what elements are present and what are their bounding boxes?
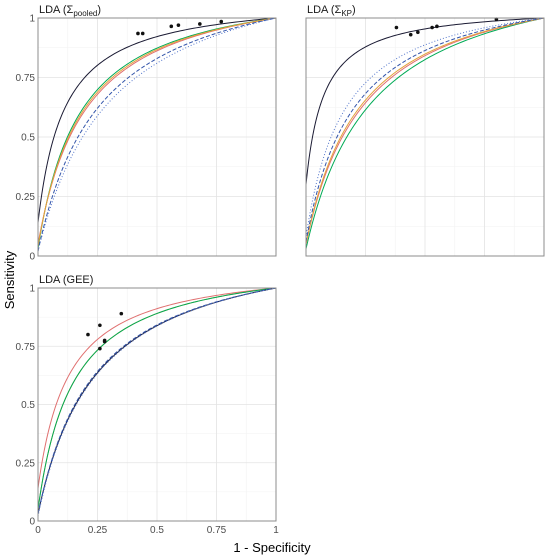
series-line-1 [37,17,277,223]
y-tick-label: 1 [29,284,35,295]
panel-title-end: ) [97,4,101,16]
x-axis-label: 1 - Specificity [233,540,311,555]
cutoff-point-4 [430,25,434,30]
y-tick-label: 0 [29,252,35,263]
cutoff-point-3 [119,311,124,316]
y-tick-label: 0 [29,517,35,528]
series-line-4 [305,17,545,245]
x-tick-label: 0 [35,525,41,536]
series-line-5 [305,17,545,242]
y-tick-label: 0.5 [21,400,35,411]
cutoff-point-3 [176,23,181,27]
cutoff-point-4 [98,346,102,351]
series-line-2 [305,17,545,249]
panel-title-end: ) [352,4,356,16]
panel-frame [37,17,277,257]
panel-1: LDA (Σpooled) 0 0.25 0.5 0.75 1 [16,4,277,263]
panel-title-subscript: KP [341,9,352,18]
y-tick-label: 0.75 [16,73,36,84]
cutoff-point-2 [98,323,102,328]
cutoff-point-2 [169,24,174,29]
series-line-4 [37,17,277,247]
panel-title-main: LDA (Σ [39,4,74,16]
x-tick-label: 0.25 [88,525,108,536]
cutoff-point-1 [136,31,140,36]
panel-3: LDA (GEE) 0 0.25 0.5 0.75 1 0 0.25 0.5 0.75 1 [16,274,280,536]
series-line-1 [305,17,545,185]
y-tick-label: 0.25 [16,458,36,469]
panel-title: LDA (ΣKP) [307,4,356,18]
series-line-6 [305,17,545,238]
series-line-3 [37,287,277,510]
cutoff-point-4 [140,31,145,36]
panel-title-main: LDA (GEE) [39,274,93,286]
cutoff-point-1 [86,332,90,337]
panel-title: LDA (Σpooled) [39,4,101,18]
x-tick-label: 1 [273,525,279,536]
panel-frame [37,287,277,522]
y-tick-label: 0.5 [21,133,35,144]
series-line-3 [305,17,545,245]
y-tick-label: 0.25 [16,192,36,203]
panel-title-subscript: pooled [73,9,97,18]
cutoff-point-3 [416,30,420,35]
series-line-6 [37,287,277,517]
series-line-6 [37,17,277,252]
cutoff-point-2 [408,32,413,37]
x-tick-label: 0.5 [150,525,164,536]
panel-2: LDA (ΣKP) [305,4,545,257]
cutoff-point-5 [198,22,202,26]
cutoff-point-1 [394,25,399,30]
series-line-5 [37,287,277,515]
y-tick-label: 1 [29,14,35,25]
x-tick-label: 0.75 [207,525,227,536]
y-axis-label: Sensitivity [2,250,17,309]
series-line-1 [37,287,277,489]
panel-title-main: LDA (Σ [307,4,342,16]
cutoff-point-5 [435,24,439,29]
panel-frame [305,17,545,257]
panel-title: LDA (GEE) [39,274,93,286]
cutoff-point-6 [102,338,107,343]
cutoff-point-6 [219,19,224,24]
y-tick-label: 0.75 [16,342,36,353]
